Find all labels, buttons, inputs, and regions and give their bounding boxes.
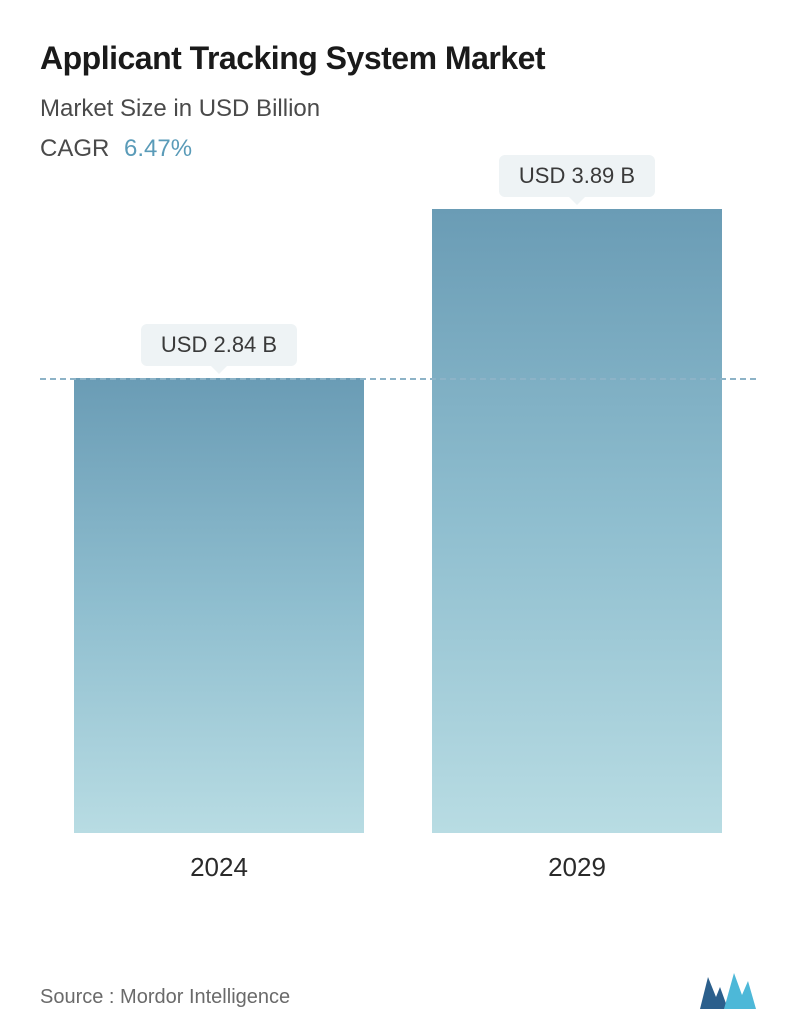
cagr-value: 6.47% <box>124 135 192 162</box>
bar-2024 <box>74 378 364 833</box>
source-text: Source : Mordor Intelligence <box>40 986 290 1009</box>
bar-2029 <box>432 209 722 833</box>
value-label-2024: USD 2.84 B <box>141 324 297 366</box>
bar-group-2029: USD 3.89 B <box>432 155 722 833</box>
reference-line <box>40 378 756 380</box>
footer: Source : Mordor Intelligence <box>40 969 756 1009</box>
value-label-2029: USD 3.89 B <box>499 155 655 197</box>
chart-title: Applicant Tracking System Market <box>40 40 756 77</box>
mordor-logo-icon <box>700 969 756 1009</box>
cagr-label: CAGR <box>40 135 109 162</box>
x-label-2024: 2024 <box>74 852 364 883</box>
bar-group-2024: USD 2.84 B <box>74 324 364 833</box>
chart-subtitle: Market Size in USD Billion <box>40 95 756 123</box>
chart-area: USD 2.84 B USD 3.89 B 2024 2029 <box>40 203 756 883</box>
bars-container: USD 2.84 B USD 3.89 B <box>40 203 756 833</box>
x-label-2029: 2029 <box>432 852 722 883</box>
x-axis-labels: 2024 2029 <box>40 852 756 883</box>
